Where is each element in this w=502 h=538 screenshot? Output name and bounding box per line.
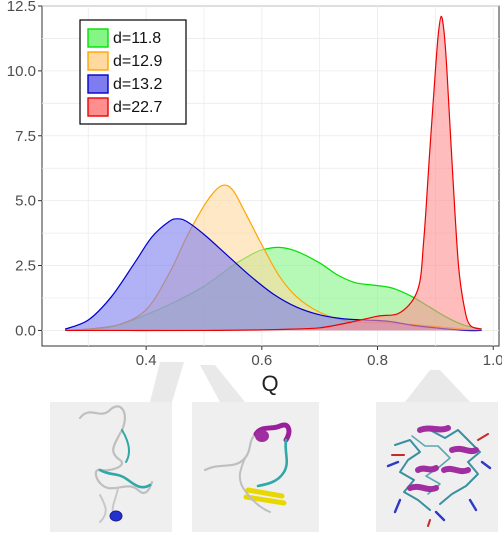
legend-label-2: d=12.9 bbox=[113, 53, 162, 70]
protein-structure-partial-icon bbox=[203, 422, 292, 513]
legend-label-4: d=22.7 bbox=[113, 99, 162, 116]
x-axis-ticks: 0.4 0.6 0.8 1.0 bbox=[136, 346, 502, 369]
protein-structure-folded-icon bbox=[386, 425, 492, 527]
callout-wedge-left bbox=[150, 362, 184, 402]
y-tick-label: 12.5 bbox=[7, 0, 36, 15]
legend-key-4 bbox=[87, 97, 109, 117]
y-tick-label: 0.0 bbox=[15, 322, 36, 339]
y-tick-label: 5.0 bbox=[15, 193, 36, 210]
x-axis-title: Q bbox=[261, 371, 278, 396]
legend-label-1: d=11.8 bbox=[113, 30, 161, 47]
legend-key-3 bbox=[87, 74, 109, 94]
structure-panel-folded bbox=[376, 402, 498, 532]
x-tick-label: 0.8 bbox=[367, 352, 388, 369]
callout-wedge-middle bbox=[200, 365, 245, 402]
x-tick-label: 1.0 bbox=[483, 352, 502, 369]
y-tick-label: 10.0 bbox=[7, 63, 36, 80]
structure-panel-unfolded bbox=[50, 402, 172, 532]
legend: d=11.8 d=12.9 d=13.2 d=22.7 bbox=[79, 19, 187, 125]
density-area-4 bbox=[65, 16, 482, 331]
density-line-4 bbox=[65, 15, 482, 332]
callout-wedges bbox=[150, 362, 470, 402]
protein-structure-unfolded-icon bbox=[78, 405, 154, 523]
legend-label-3: d=13.2 bbox=[113, 76, 162, 93]
x-tick-label: 0.6 bbox=[251, 352, 272, 369]
density-areas bbox=[64, 15, 482, 332]
y-axis-ticks: 0.0 2.5 5.0 7.5 10.0 12.5 bbox=[7, 0, 42, 339]
structure-panel-partial bbox=[192, 402, 319, 532]
x-tick-label: 0.4 bbox=[136, 352, 157, 369]
legend-key-1 bbox=[87, 28, 109, 48]
density-area-3 bbox=[65, 218, 482, 331]
legend-key-2 bbox=[87, 51, 109, 71]
callout-wedge-right bbox=[405, 370, 470, 402]
y-tick-label: 2.5 bbox=[15, 258, 36, 275]
y-tick-label: 7.5 bbox=[15, 128, 36, 145]
